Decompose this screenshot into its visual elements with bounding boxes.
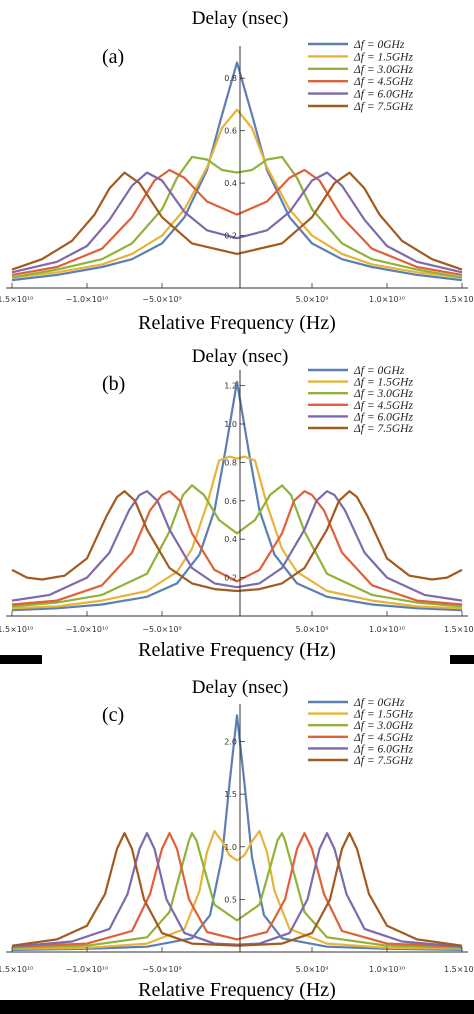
x-tick-label: −5.0×10⁹ xyxy=(142,965,182,974)
series-line-3 xyxy=(11,155,463,279)
legend-entry: Δf = 4.5GHz xyxy=(353,76,413,88)
legend-entry: Δf = 4.5GHz xyxy=(353,732,413,744)
series-line-5 xyxy=(11,171,463,274)
series-line-3 xyxy=(11,484,463,608)
y-tick-label: 0.6 xyxy=(224,127,237,136)
chart-panel-a: Delay (nsec) (a) −1.5×10¹⁰ −1.0×10¹⁰ −5.0×10… xyxy=(0,8,474,334)
chart-title: Delay (nsec) xyxy=(192,346,289,367)
x-tick-label: −1.0×10¹⁰ xyxy=(66,295,109,304)
series-line-3 xyxy=(11,831,463,949)
panel-label: (c) xyxy=(102,704,124,726)
y-tick-label: 0.2 xyxy=(224,232,237,241)
series-line-1 xyxy=(11,714,463,951)
x-tick-label: 1.5×10¹⁰ xyxy=(444,295,474,304)
legend-entry: Δf = 4.5GHz xyxy=(353,400,413,412)
x-axis-label: Relative Frequency (Hz) xyxy=(138,639,336,661)
series-line-4 xyxy=(11,831,463,948)
legend-entry: Δf = 6.0GHz xyxy=(353,411,413,423)
y-tick-label: 1.0 xyxy=(224,420,237,429)
legend-entry: Δf = 7.5GHz xyxy=(353,755,413,767)
y-tick-label: 0.4 xyxy=(224,179,237,188)
legend-entry: Δf = 6.0GHz xyxy=(353,89,413,101)
legend-entry: Δf = 0GHz xyxy=(353,697,405,709)
series-line-4 xyxy=(11,490,463,606)
panel-label: (a) xyxy=(102,46,124,68)
legend-entry: Δf = 1.5GHz xyxy=(353,51,413,63)
y-tick-label: 0.4 xyxy=(224,535,237,544)
y-tick-label: 1.5 xyxy=(224,790,237,799)
legend-entry: Δf = 1.5GHz xyxy=(353,377,413,389)
legend-entry: Δf = 0GHz xyxy=(353,39,405,51)
y-tick-label: 0.6 xyxy=(224,497,237,506)
y-tick-label: 1.0 xyxy=(224,843,237,852)
y-tick-label: 0.8 xyxy=(224,458,237,467)
legend-entry: Δf = 7.5GHz xyxy=(353,423,413,435)
x-tick-label: 1.0×10¹⁰ xyxy=(369,295,405,304)
x-tick-label: −1.5×10¹⁰ xyxy=(0,625,33,634)
legend-entry: Δf = 3.0GHz xyxy=(353,720,413,732)
x-tick-label: −1.5×10¹⁰ xyxy=(0,965,33,974)
series-line-1 xyxy=(11,380,463,612)
x-tick-label: −1.0×10¹⁰ xyxy=(66,965,109,974)
series-line-2 xyxy=(11,108,463,279)
series-line-2 xyxy=(11,829,463,950)
legend-entry: Δf = 1.5GHz xyxy=(353,709,413,721)
legend-entry: Δf = 3.0GHz xyxy=(353,388,413,400)
chart-panel-b: Delay (nsec) (b) −1.5×10¹⁰ −1.0×10¹⁰ −5.0×10… xyxy=(0,346,474,661)
x-tick-label: 5.0×10⁹ xyxy=(296,625,329,634)
black-bar-right xyxy=(450,655,474,664)
x-tick-label: −5.0×10⁹ xyxy=(142,295,182,304)
legend-entry: Δf = 0GHz xyxy=(353,365,405,377)
legend-entry: Δf = 7.5GHz xyxy=(353,101,413,113)
x-tick-label: −5.0×10⁹ xyxy=(142,625,182,634)
chart-panel-c: Delay (nsec) (c) −1.5×10¹⁰ −1.0×10¹⁰ −5.0×10… xyxy=(0,677,474,1001)
x-axis-label: Relative Frequency (Hz) xyxy=(138,979,336,1001)
x-tick-label: 5.0×10⁹ xyxy=(296,965,329,974)
panel-label: (b) xyxy=(102,373,125,395)
black-bar-left xyxy=(0,655,42,664)
x-tick-label: 1.5×10¹⁰ xyxy=(444,965,474,974)
y-tick-label: 0.5 xyxy=(224,895,237,904)
x-tick-label: −1.5×10¹⁰ xyxy=(0,295,33,304)
y-tick-label: 1.2 xyxy=(224,382,237,391)
x-tick-label: 1.0×10¹⁰ xyxy=(369,625,405,634)
series-line-2 xyxy=(11,455,463,610)
series-line-1 xyxy=(11,61,463,282)
y-tick-label: 0.8 xyxy=(224,74,237,83)
x-tick-label: 1.0×10¹⁰ xyxy=(369,965,405,974)
series-line-6 xyxy=(11,490,463,593)
x-tick-label: −1.0×10¹⁰ xyxy=(66,625,109,634)
legend-entry: Δf = 3.0GHz xyxy=(353,64,413,76)
x-tick-label: 1.5×10¹⁰ xyxy=(444,625,474,634)
series-line-6 xyxy=(11,831,463,947)
y-tick-label: 0.2 xyxy=(224,574,237,583)
chart-title: Delay (nsec) xyxy=(192,677,289,698)
chart-title: Delay (nsec) xyxy=(192,8,289,29)
black-bar-bottom xyxy=(0,1000,474,1014)
x-tick-label: 5.0×10⁹ xyxy=(296,295,329,304)
y-tick-label: 2.0 xyxy=(224,738,237,747)
series-line-4 xyxy=(11,168,463,276)
legend-entry: Δf = 6.0GHz xyxy=(353,743,413,755)
series-line-5 xyxy=(11,490,463,602)
series-line-6 xyxy=(11,171,463,271)
x-axis-label: Relative Frequency (Hz) xyxy=(138,312,336,334)
